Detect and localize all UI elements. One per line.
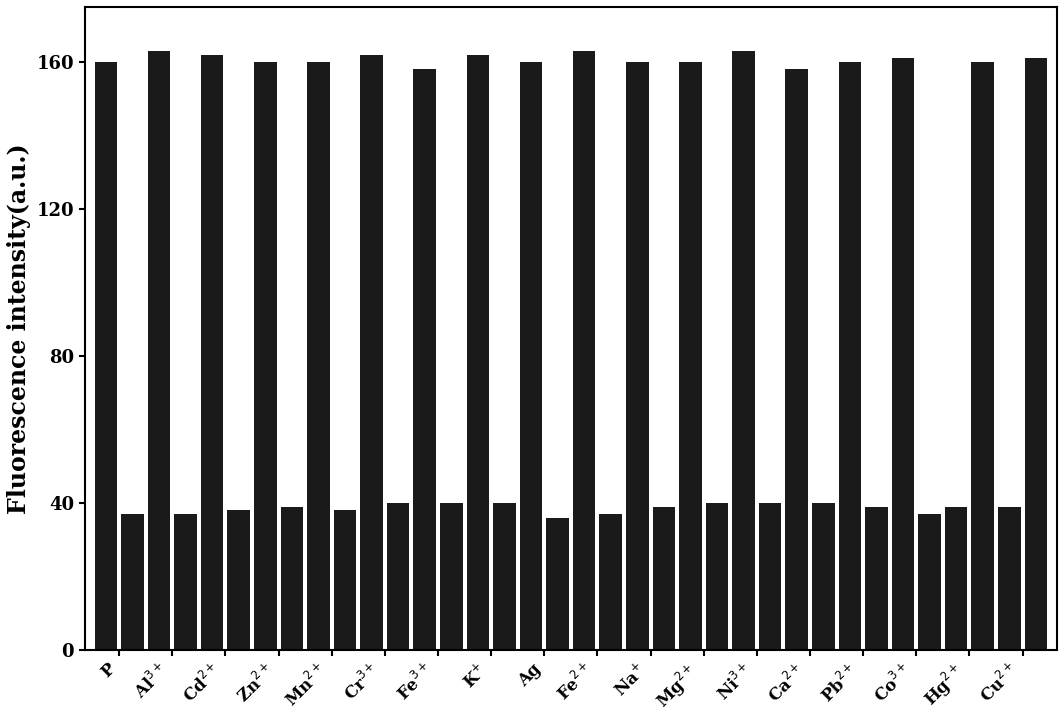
Bar bbox=[307, 62, 330, 650]
Bar bbox=[945, 507, 967, 650]
Bar bbox=[493, 503, 516, 650]
Bar bbox=[174, 514, 197, 650]
Bar bbox=[95, 62, 117, 650]
Bar bbox=[228, 510, 250, 650]
Bar bbox=[652, 507, 675, 650]
Bar bbox=[679, 62, 701, 650]
Bar bbox=[254, 62, 277, 650]
Bar bbox=[121, 514, 144, 650]
Bar bbox=[466, 55, 489, 650]
Bar bbox=[812, 503, 834, 650]
Bar bbox=[918, 514, 941, 650]
Bar bbox=[546, 518, 569, 650]
Bar bbox=[334, 510, 356, 650]
Bar bbox=[519, 62, 543, 650]
Bar bbox=[626, 62, 649, 650]
Bar bbox=[572, 51, 596, 650]
Bar bbox=[865, 507, 887, 650]
Bar bbox=[838, 62, 861, 650]
Bar bbox=[148, 51, 170, 650]
Bar bbox=[732, 51, 754, 650]
Bar bbox=[998, 507, 1020, 650]
Bar bbox=[361, 55, 383, 650]
Bar bbox=[759, 503, 781, 650]
Bar bbox=[599, 514, 622, 650]
Bar bbox=[201, 55, 223, 650]
Bar bbox=[705, 503, 728, 650]
Bar bbox=[413, 69, 436, 650]
Bar bbox=[281, 507, 303, 650]
Bar bbox=[892, 58, 914, 650]
Bar bbox=[387, 503, 410, 650]
Bar bbox=[971, 62, 994, 650]
Bar bbox=[1025, 58, 1047, 650]
Bar bbox=[785, 69, 808, 650]
Bar bbox=[439, 503, 463, 650]
Y-axis label: Fluorescence intensity(a.u.): Fluorescence intensity(a.u.) bbox=[7, 143, 31, 514]
